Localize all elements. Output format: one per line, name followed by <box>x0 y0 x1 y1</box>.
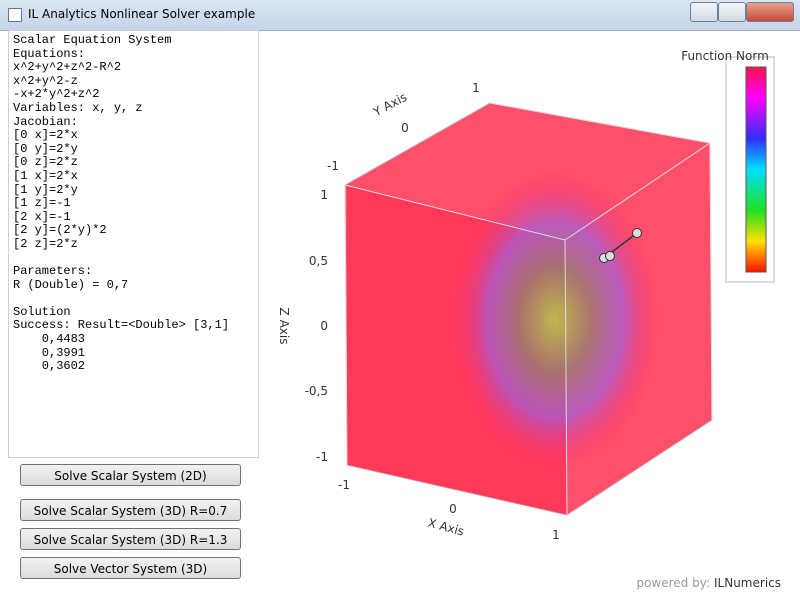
solve-button[interactable]: Solve Scalar System (3D) R=0.7 <box>20 499 241 521</box>
text-line: [2 y]=(2*y)*2 <box>13 223 107 238</box>
solve-button[interactable]: Solve Scalar System (2D) <box>20 464 241 486</box>
z-tick-label: -1 <box>316 450 328 464</box>
maximize-button[interactable] <box>718 2 746 22</box>
x-tick-label: 1 <box>552 528 560 542</box>
y-axis-label: Y Axis <box>370 90 409 120</box>
text-line: Parameters: <box>13 264 93 279</box>
x-axis-label: X Axis <box>426 516 465 539</box>
close-button[interactable] <box>746 2 794 22</box>
text-block: Parameters: R (Double) = 0,7 <box>13 264 258 292</box>
text-line: 0,3602 <box>13 359 86 374</box>
output-text: Scalar Equation System Equations: x^2+y^2+… <box>8 30 259 458</box>
solve-button[interactable]: Solve Vector System (3D) <box>20 557 241 579</box>
z-tick-label: -0,5 <box>305 384 328 398</box>
text-line: -x+2*y^2+z^2 <box>13 87 100 102</box>
x-tick-label: 0 <box>449 502 457 516</box>
watermark-prefix: powered by: <box>636 576 710 590</box>
text-line: R (Double) = 0,7 <box>13 277 129 292</box>
text-line: x^2+y^2-z <box>13 73 78 88</box>
z-axis-label: Z Axis <box>277 308 291 345</box>
colorbar <box>745 66 767 273</box>
text-line: [0 y]=2*y <box>13 141 78 156</box>
text-line: [1 x]=2*x <box>13 168 78 183</box>
y-tick-label: 0 <box>401 121 409 135</box>
y-tick-label: 1 <box>472 81 480 95</box>
text-line: Jacobian: <box>13 114 78 129</box>
solution-surface <box>450 170 660 470</box>
text-line: Scalar Equation System <box>13 33 172 47</box>
x-tick-label: -1 <box>338 478 350 492</box>
z-tick-label: 0,5 <box>309 254 328 268</box>
watermark-brand: ILNumerics <box>714 576 781 590</box>
window-title: IL Analytics Nonlinear Solver example <box>28 7 256 21</box>
title-bar: IL Analytics Nonlinear Solver example <box>0 0 800 31</box>
text-line: Solution <box>13 304 71 319</box>
text-line: 0,3991 <box>13 345 86 360</box>
z-tick-label: 0 <box>320 319 328 333</box>
colorbar-title: Function Norm <box>681 49 769 63</box>
text-line: [1 y]=2*y <box>13 182 78 197</box>
text-line: Variables: x, y, z <box>13 100 143 115</box>
text-line: Success: Result=<Double> [3,1] <box>13 318 230 333</box>
text-block: Solution Success: Result=<Double> [3,1] 0… <box>13 304 258 374</box>
text-line: Equations: <box>13 46 86 61</box>
text-block: Scalar Equation System Equations: x^2+y^2+… <box>13 33 258 252</box>
solution-path <box>599 228 642 263</box>
text-line: 0,4483 <box>13 332 86 347</box>
minimize-button[interactable] <box>690 2 718 22</box>
text-line: [2 x]=-1 <box>13 209 71 224</box>
text-line: x^2+y^2+z^2-R^2 <box>13 60 122 75</box>
app-icon <box>8 8 22 22</box>
text-line: [0 x]=2*x <box>13 128 78 143</box>
text-line: [0 z]=2*z <box>13 155 78 170</box>
y-tick-label: -1 <box>327 159 339 173</box>
z-tick-label: 1 <box>320 188 328 202</box>
text-line: [1 z]=-1 <box>13 196 71 211</box>
cube-edges <box>344 102 713 516</box>
solve-button[interactable]: Solve Scalar System (3D) R=1.3 <box>20 528 241 550</box>
text-line: [2 z]=2*z <box>13 236 78 251</box>
